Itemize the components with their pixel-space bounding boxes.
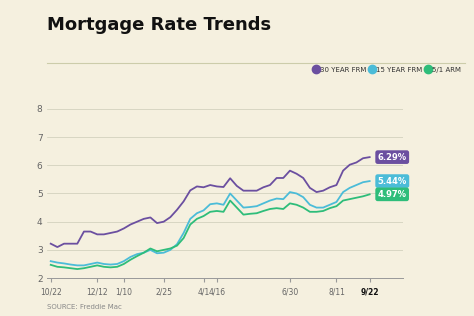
- Text: 5.44%: 5.44%: [378, 177, 407, 185]
- Text: Mortgage Rate Trends: Mortgage Rate Trends: [47, 16, 272, 34]
- Text: SOURCE: Freddie Mac: SOURCE: Freddie Mac: [47, 304, 122, 310]
- Text: 6.29%: 6.29%: [378, 153, 407, 161]
- Text: 4.97%: 4.97%: [378, 190, 407, 199]
- Legend: 30 YEAR FRM, 15 YEAR FRM, 5/1 ARM: 30 YEAR FRM, 15 YEAR FRM, 5/1 ARM: [314, 67, 461, 73]
